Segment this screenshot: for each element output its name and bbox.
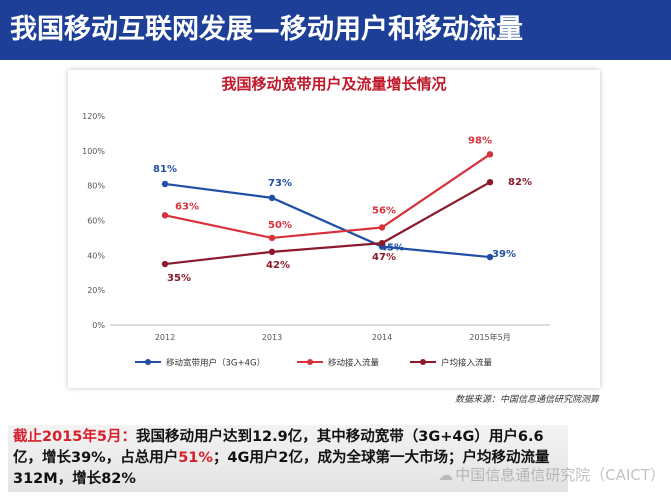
legend-label: 移动宽带用户（3G+4G） [166,358,265,369]
series-line [164,181,491,266]
data-point [486,178,494,186]
summary-pct: 51% [178,450,213,466]
data-label: 63% [175,201,199,212]
data-label: 82% [508,177,532,188]
chart-card [68,70,600,388]
data-label: 73% [268,178,292,189]
data-point [268,248,276,256]
data-point [268,194,276,202]
legend-marker [307,359,313,365]
data-point [486,253,494,261]
watermark: ☁ 中国信息通信研究院（CAICT） [438,464,665,485]
summary-lead: 截止2015年5月 [13,429,122,445]
x-tick-label: 2013 [262,333,282,342]
y-tick-label: 100% [82,147,105,156]
data-label: 50% [268,220,292,231]
series-line [164,182,491,259]
x-tick-label: 2015年5月 [469,332,510,342]
y-tick-label: 20% [87,286,105,295]
data-label: 35% [167,273,191,284]
y-tick-label: 120% [82,112,105,121]
summary-text-2: ；4G用户2亿，成为全球第一大市场；户均移动流量312M，增长82% [13,450,550,487]
source-note: 数据来源：中国信息通信研究院测算 [454,395,599,405]
data-label: 56% [372,205,396,216]
chart-title: 我国移动宽带用户及流量增长情况 [221,75,447,93]
data-point [161,180,169,188]
wechat-icon: ☁ [438,466,454,484]
data-point [378,224,386,231]
legend-marker [420,359,426,365]
summary-text-1: 我国移动用户达到12.9亿，其中移动宽带（3G+4G）用户6.6亿，增长39%，… [13,429,544,466]
summary-colon: ： [121,429,136,445]
watermark-text: 中国信息通信研究院（CAICT） [455,466,665,484]
data-label: 81% [153,164,177,175]
y-tick-label: 0% [92,321,105,330]
summary-text: 截止2015年5月：我国移动用户达到12.9亿，其中移动宽带（3G+4G）用户6… [8,425,568,492]
y-tick-label: 80% [87,182,105,191]
data-point [486,151,494,158]
x-tick-label: 2014 [372,333,392,342]
legend-marker [145,359,151,365]
data-label: 47% [372,252,396,263]
data-label: 98% [468,135,492,146]
data-point [161,212,169,219]
data-label: 39% [492,249,516,260]
page-title: 我国移动互联网发展—移动用户和移动流量 [0,0,671,60]
legend-label: 户均接入流量 [441,358,493,369]
y-tick-label: 60% [87,217,105,226]
series-line [164,153,491,240]
data-point [161,260,169,268]
data-point [268,234,276,242]
data-label: 42% [266,260,290,271]
x-tick-label: 2012 [155,333,175,342]
y-tick-label: 40% [87,251,105,260]
data-label: 45% [380,243,404,254]
legend-label: 移动接入流量 [328,358,380,369]
data-point [378,239,386,247]
